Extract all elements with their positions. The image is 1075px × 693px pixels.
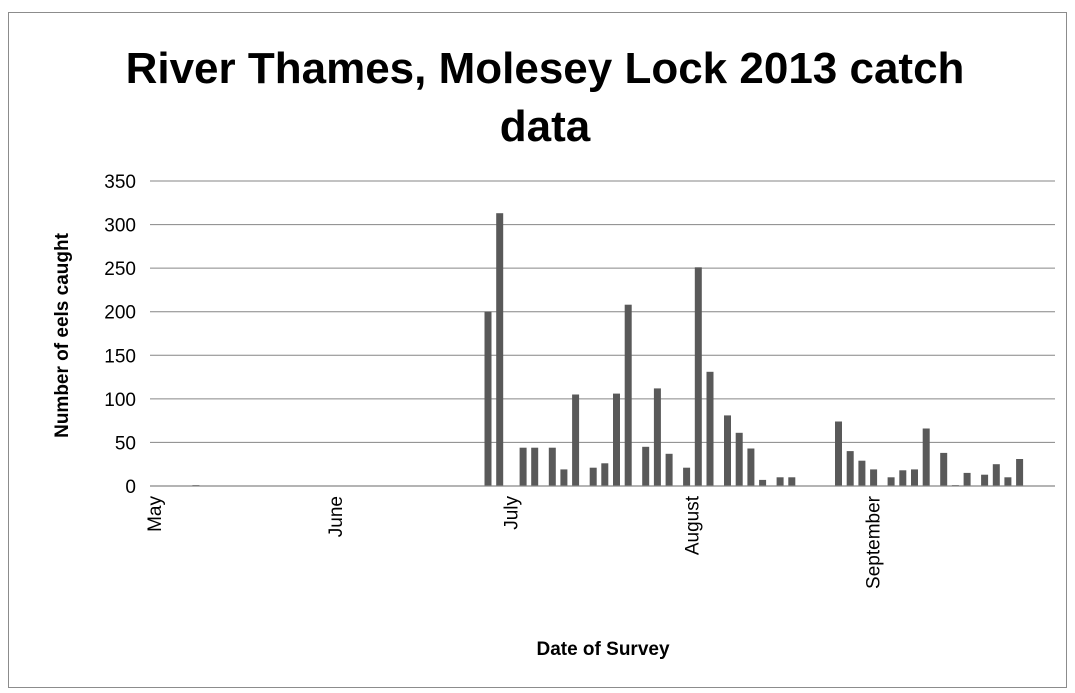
bar (683, 467, 691, 486)
bar (601, 463, 609, 486)
y-axis-title: Number of eels caught (52, 232, 73, 437)
bar (887, 477, 895, 486)
bar (911, 469, 918, 486)
bar (560, 469, 568, 486)
bar (788, 477, 796, 486)
y-tick-label: 150 (104, 346, 136, 367)
bar (519, 447, 527, 486)
y-tick-label: 100 (104, 390, 136, 411)
bar (870, 469, 878, 486)
bar (981, 474, 989, 486)
x-tick-label: September (864, 495, 885, 589)
bar (922, 428, 930, 486)
bar (940, 452, 948, 486)
bar (776, 477, 784, 486)
bar (759, 479, 767, 486)
bar (899, 470, 907, 486)
x-tick-label: May (145, 496, 166, 532)
bar (694, 267, 702, 486)
bar (642, 446, 650, 486)
bar (858, 460, 866, 486)
bar (835, 421, 842, 486)
bar (992, 464, 1000, 486)
bars (192, 213, 1024, 486)
y-tick-labels: 0 50 100 150 200 250 300 350 (104, 172, 136, 498)
bar (572, 394, 580, 486)
y-tick-label: 200 (104, 303, 136, 324)
bar (653, 388, 661, 486)
bar (963, 472, 971, 486)
x-tick-label: July (501, 496, 522, 530)
bar (589, 467, 597, 486)
x-tick-labels: May June July August September (145, 495, 885, 589)
chart-title-text: River Thames, Molesey Lock 2013 catch da… (125, 44, 965, 151)
bar (484, 311, 492, 486)
bar (735, 432, 743, 486)
gridlines (150, 180, 1055, 443)
y-tick-label: 300 (104, 216, 136, 237)
x-tick-label: August (683, 495, 704, 555)
bar (548, 447, 556, 486)
chart-frame (8, 12, 1067, 688)
bar (846, 451, 854, 486)
bar (706, 371, 714, 486)
chart-title: River Thames, Molesey Lock 2013 catch da… (0, 40, 1075, 156)
bar (747, 448, 755, 486)
x-tick-label: June (326, 496, 347, 537)
bar (613, 393, 620, 486)
bar (624, 304, 632, 486)
bar (531, 447, 539, 486)
y-tick-label: 50 (115, 433, 136, 454)
bar (1004, 477, 1012, 486)
y-tick-label: 0 (125, 477, 136, 498)
x-axis-title: Date of Survey (536, 639, 669, 660)
bar (665, 453, 673, 486)
bar (1016, 459, 1024, 486)
y-tick-label: 350 (104, 172, 136, 193)
bar (724, 415, 731, 486)
y-tick-label: 250 (104, 259, 136, 280)
bar (496, 213, 504, 486)
